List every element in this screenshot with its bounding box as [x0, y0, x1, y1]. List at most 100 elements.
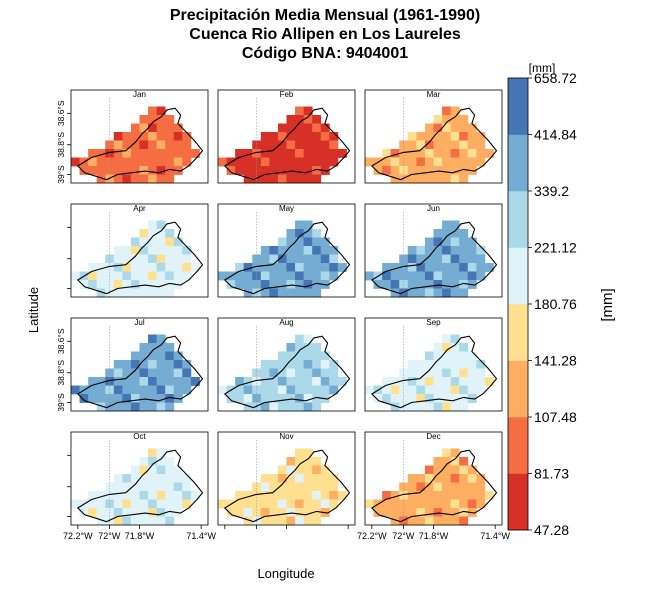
grid-cell [286, 508, 296, 517]
grid-cell [269, 360, 279, 369]
grid-cell [286, 132, 296, 141]
grid-cell [467, 360, 477, 369]
grid-cell [165, 149, 175, 158]
grid-cell [165, 166, 175, 175]
grid-cell [71, 385, 80, 395]
grid-cell [139, 166, 149, 175]
panel-jun: Jun [364, 203, 503, 298]
grid-cell [139, 343, 149, 352]
grid-cell [218, 271, 227, 281]
grid-cell [399, 508, 409, 517]
grid-cell [182, 499, 192, 509]
grid-cell [122, 499, 132, 509]
grid-cell [122, 132, 132, 141]
grid-cell [105, 368, 115, 378]
grid-cell [450, 360, 460, 369]
grid-cell [148, 499, 158, 509]
grid-cell [442, 491, 452, 500]
grid-cell [450, 254, 460, 264]
grid-cell [252, 254, 262, 264]
grid-cell [467, 351, 477, 361]
grid-cell [295, 368, 305, 378]
grid-cell [329, 499, 339, 509]
grid-cell [295, 132, 305, 141]
grid-cell [148, 343, 158, 352]
grid-cell [130, 465, 140, 475]
grid-cell [450, 516, 460, 526]
grid-cell [130, 254, 140, 264]
grid-cell [105, 385, 115, 395]
grid-cell [442, 123, 452, 133]
grid-cell [252, 385, 262, 395]
grid-cell [260, 385, 270, 395]
grid-cell [182, 474, 192, 483]
grid-cell [390, 263, 400, 272]
grid-cell [295, 123, 305, 133]
grid-cell [182, 271, 192, 281]
grid-cell [329, 157, 339, 167]
grid-cell [286, 491, 296, 500]
grid-cell [467, 465, 477, 475]
grid-cell [252, 288, 262, 298]
grid-cell [442, 499, 452, 509]
grid-cell [320, 237, 330, 247]
grid-cell [156, 508, 166, 517]
grid-cell [286, 394, 296, 403]
grid-cell [88, 157, 98, 167]
basin-outline [76, 107, 204, 181]
grid-cell [260, 246, 270, 255]
grid-cell [243, 508, 253, 517]
grid-cell [235, 149, 245, 158]
grid-cell [450, 220, 460, 230]
grid-cell [105, 166, 115, 175]
grid-cell [243, 263, 253, 272]
grid-cell [442, 254, 452, 264]
grid-cell [433, 237, 443, 247]
grid-cell [312, 491, 322, 500]
x-tick-label: 72.2°W [63, 531, 93, 541]
grid-cell [365, 157, 374, 167]
grid-cell [303, 288, 313, 298]
grid-cell [113, 482, 123, 492]
grid-cell [303, 149, 313, 158]
grid-cell [156, 254, 166, 264]
grid-cell [320, 499, 330, 509]
grid-cell [329, 132, 339, 141]
grid-cell [269, 246, 279, 255]
grid-cell [243, 394, 253, 403]
panel-frame [364, 203, 503, 298]
grid-cell [399, 288, 409, 298]
grid-cell [156, 237, 166, 247]
panel-label: Oct [133, 432, 146, 441]
grid-cell [459, 394, 469, 403]
grid-cell [382, 394, 392, 403]
grid-cell [96, 271, 106, 281]
grid-cell [365, 271, 374, 281]
grid-cell [433, 457, 443, 466]
grid-cell [329, 246, 339, 255]
grid-cell [156, 385, 166, 395]
grid-cell [312, 229, 322, 238]
grid-cell [295, 360, 305, 369]
grid-cell [450, 288, 460, 298]
grid-cell [260, 402, 270, 412]
grid-cell [96, 174, 106, 184]
grid-cell [312, 499, 322, 509]
grid-cell [88, 499, 98, 509]
grid-cell [260, 254, 270, 264]
grid-cell [130, 360, 140, 369]
grid-cell [442, 288, 452, 298]
grid-cell [320, 377, 330, 386]
panel-apr: Apr [70, 203, 209, 298]
grid-cell [269, 263, 279, 272]
grid-cell [165, 377, 175, 386]
grid-cell [433, 149, 443, 158]
grid-cell [88, 263, 98, 272]
grid-cell [373, 394, 383, 403]
grid-cell [433, 377, 443, 386]
grid-cell [148, 271, 158, 281]
grid-cell [365, 499, 374, 509]
grid-cell [382, 149, 392, 158]
grid-cell [442, 508, 452, 517]
grid-cell [130, 394, 140, 403]
